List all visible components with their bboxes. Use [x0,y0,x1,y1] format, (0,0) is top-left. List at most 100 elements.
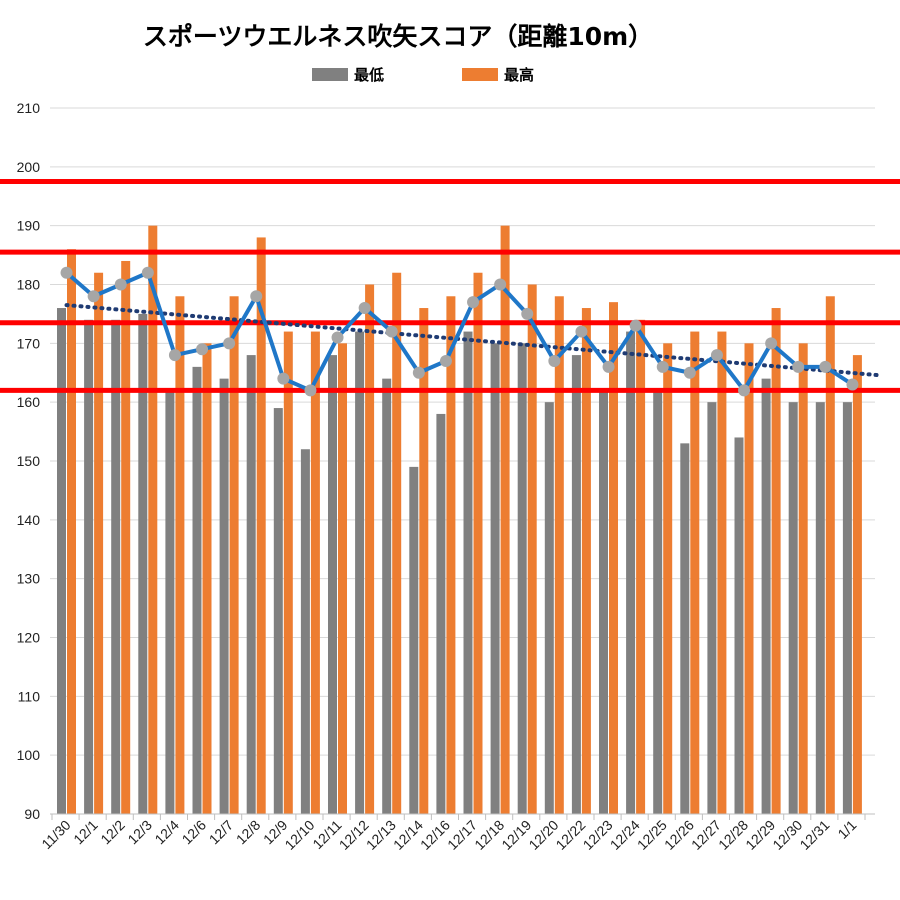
bar-min [707,402,717,814]
x-tick-label: 12/27 [688,817,724,853]
score-point [114,278,127,291]
score-point [467,296,480,309]
bar-min [599,390,608,814]
score-point [494,278,507,291]
score-point [385,325,398,338]
x-tick-label: 12/8 [233,817,264,848]
x-tick-label: 12/14 [390,817,426,853]
bar-max [717,331,727,814]
score-point [765,337,778,350]
bars [57,225,862,814]
y-tick-label: 140 [17,512,41,528]
x-tick-label: 12/13 [363,817,399,853]
bar-min [788,402,798,814]
bar-max [392,272,402,814]
bar-max [175,296,185,814]
y-tick-label: 100 [17,747,41,763]
bar-min [300,449,310,814]
x-tick-label: 12/3 [124,817,155,848]
x-tick-label: 1/1 [834,817,859,842]
y-tick-label: 160 [17,394,41,410]
score-point [738,384,751,397]
bar-min [273,408,283,814]
score-point [656,360,669,373]
score-point [629,319,642,332]
x-tick-label: 12/28 [715,817,751,853]
x-axis: 11/3012/112/212/312/412/612/712/812/912/… [38,813,875,853]
bar-min [842,402,852,814]
bar-max [527,284,537,814]
x-tick-label: 12/11 [309,817,345,853]
bar-max [798,343,808,814]
x-tick-label: 12/1 [70,817,101,848]
score-point [683,366,696,379]
bar-min [246,355,256,814]
bar-min [219,378,229,814]
bar-min [328,355,337,814]
score-line [60,266,859,397]
bar-min [761,378,771,814]
score-point [141,266,154,279]
bar-max [446,296,456,814]
bar-max [744,343,754,814]
bar-max [771,308,781,814]
score-point [602,360,615,373]
x-tick-label: 12/12 [336,817,372,853]
y-axis: 210 200 190 180 170 160 150 140 130 120 110 100 90 [17,100,41,822]
x-tick-label: 12/23 [580,817,616,853]
bar-max [338,343,347,814]
bar-min [680,443,690,814]
bar-max [663,343,673,814]
bar-max [609,302,618,814]
y-tick-label: 150 [17,453,41,469]
trendline [64,303,880,378]
bar-min [517,343,527,814]
score-line-path [65,270,854,393]
bar-max [500,225,510,814]
bar-min [84,319,94,814]
x-tick-label: 12/10 [281,817,317,853]
score-point [412,366,425,379]
legend-swatch-min [312,68,348,81]
legend-label-min: 最低 [354,66,384,84]
score-point [710,349,723,362]
bar-max [67,249,76,814]
bar-max [852,355,862,814]
bar-max [365,284,375,814]
x-tick-label: 12/24 [607,817,643,853]
bar-min [463,331,473,814]
bar-min [436,413,446,814]
chart-title: スポーツウエルネス吹矢スコア（距離10m） [143,22,653,51]
x-tick-label: 12/16 [417,817,453,853]
bar-min [192,366,202,814]
x-tick-label: 11/30 [38,817,74,853]
bar-max [121,260,131,814]
score-point [548,354,561,367]
y-tick-label: 190 [17,218,41,234]
bar-max [283,331,293,814]
x-tick-label: 12/25 [634,817,670,853]
bar-min [571,355,581,814]
bar-min [57,308,66,814]
score-point [87,290,100,303]
bar-max [581,308,591,814]
score-point [304,384,317,397]
y-tick-label: 110 [18,688,41,704]
bar-min [355,331,365,814]
x-tick-label: 12/31 [796,817,832,853]
score-point [358,302,371,315]
bar-max [690,331,700,814]
score-point [331,331,344,344]
bar-max [825,296,835,814]
y-tick-label: 130 [17,571,41,587]
x-tick-label: 12/6 [179,817,210,848]
bar-min [490,343,500,814]
x-tick-label: 12/30 [769,817,805,853]
y-tick-label: 90 [24,806,40,822]
bar-min [138,313,148,814]
legend-swatch-max [462,68,498,81]
x-tick-label: 12/29 [742,817,778,853]
y-tick-label: 170 [17,335,41,351]
bar-min [626,331,636,814]
score-point [819,360,832,373]
